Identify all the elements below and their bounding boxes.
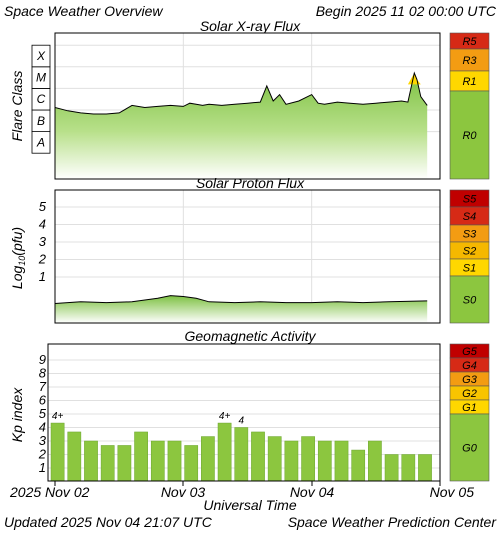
figure-title: Space Weather Overview <box>4 3 163 19</box>
proton-scale-label: S1 <box>463 263 476 275</box>
time-axis-label: Universal Time <box>203 497 296 513</box>
kp-bar <box>317 440 332 482</box>
kp-bar <box>150 440 165 482</box>
kp-tick-label: 8 <box>39 366 47 381</box>
kp-scale-label: G3 <box>462 374 478 386</box>
kp-title: Geomagnetic Activity <box>185 328 317 344</box>
proton-title: Solar Proton Flux <box>196 175 305 191</box>
kp-bar <box>201 436 215 482</box>
kp-scale-label: G5 <box>462 346 478 358</box>
proton-tick-label: 5 <box>39 199 47 214</box>
kp-bar <box>67 431 82 482</box>
time-tick-label: Nov 05 <box>430 484 475 500</box>
kp-tick-label: 1 <box>39 460 46 475</box>
xray-class-label: X <box>36 49 46 63</box>
kp-bar <box>184 445 199 482</box>
xray-flux-line <box>55 71 428 115</box>
proton-scale-box <box>449 275 490 324</box>
kp-bar <box>418 454 432 482</box>
proton-scale-label: S3 <box>463 229 477 241</box>
kp-bar <box>401 454 416 482</box>
proton-tick-label: 3 <box>39 234 47 249</box>
xray-scale-box <box>449 90 490 180</box>
xray-scale-label: R0 <box>462 130 477 142</box>
xray-scale-label: R3 <box>462 55 477 67</box>
kp-tick-label: 4 <box>39 420 46 435</box>
kp-tick-label: 3 <box>39 433 47 448</box>
proton-flux-line <box>55 295 428 304</box>
kp-tick-label: 7 <box>39 379 47 394</box>
kp-geomagnetic-scale: G5 G4 G3 G2 G1 G0 <box>449 343 490 482</box>
proton-tick-label: 2 <box>38 252 47 267</box>
proton-tick-label: 4 <box>39 217 46 232</box>
proton-scale-label: S5 <box>463 194 477 206</box>
proton-ticks: 1 2 3 4 5 <box>38 199 47 284</box>
kp-bar <box>117 445 132 482</box>
xray-class-box <box>31 44 51 68</box>
proton-solar-radiation-scale: S5 S4 S3 S2 S1 S0 <box>449 189 490 324</box>
time-tick-label: Nov 04 <box>290 484 335 500</box>
xray-flux-fill <box>55 73 428 179</box>
kp-tick-label: 5 <box>39 406 47 421</box>
kp-bar-labels: 4+ 4+ 4 <box>52 411 245 426</box>
kp-tick-label: 2 <box>38 447 47 462</box>
proton-plot-area <box>55 190 440 323</box>
xray-class-label: B <box>37 114 45 128</box>
xray-radio-scale: R5 R3 R1 R0 <box>449 32 490 180</box>
kp-bar <box>267 436 282 482</box>
kp-bar <box>251 431 265 482</box>
kp-bar <box>167 440 182 482</box>
proton-scale-label: S2 <box>463 246 476 258</box>
kp-scale-box <box>449 413 490 482</box>
kp-frame <box>47 343 441 482</box>
kp-bar <box>301 436 315 482</box>
kp-bar <box>100 445 115 482</box>
xray-class-label: M <box>36 71 46 85</box>
kp-scale-label: G1 <box>462 402 477 414</box>
kp-bar <box>368 440 382 482</box>
proton-ylabel: Log10(pfu) <box>9 227 27 289</box>
kp-bar <box>84 440 98 482</box>
xray-scale-label: R1 <box>462 76 476 88</box>
kp-bar <box>134 431 148 482</box>
time-axis-ticks: 2025 Nov 02 Nov 03 Nov 04 Nov 05 <box>9 481 474 500</box>
begin-time: Begin 2025 11 02 00:00 UTC <box>316 3 497 19</box>
kp-scale-label: G2 <box>462 388 477 400</box>
proton-frame <box>54 189 441 324</box>
time-tick-label: Nov 03 <box>161 484 206 500</box>
time-tick-label: 2025 Nov 02 <box>9 484 90 500</box>
kp-bar-label: 4 <box>239 416 245 427</box>
proton-scale-label: S0 <box>463 295 477 307</box>
proton-scale-label: S4 <box>463 211 476 223</box>
xray-class-label: C <box>37 92 46 106</box>
kp-scale-label: G4 <box>462 360 477 372</box>
xray-scale-label: R5 <box>462 36 477 48</box>
kp-bar-label: 4+ <box>219 411 231 422</box>
kp-bar <box>217 422 232 482</box>
kp-bar <box>284 440 299 482</box>
updated-time: Updated 2025 Nov 04 21:07 UTC <box>4 514 213 530</box>
kp-bar <box>50 422 65 482</box>
kp-ylabel: Kp index <box>9 387 25 442</box>
source-credit: Space Weather Prediction Center <box>288 514 498 530</box>
kp-tick-label: 9 <box>39 352 46 367</box>
xray-frame <box>54 32 441 180</box>
xray-title: Solar X-ray Flux <box>200 18 301 34</box>
proton-flux-fill <box>55 295 428 323</box>
kp-scale-label: G0 <box>462 443 478 455</box>
proton-tick-label: 1 <box>39 269 46 284</box>
kp-bar <box>351 449 366 482</box>
kp-bar <box>334 440 349 482</box>
xray-class-label: A <box>36 135 45 149</box>
kp-bar <box>234 427 249 482</box>
kp-tick-label: 6 <box>39 393 47 408</box>
kp-bar <box>384 454 399 482</box>
kp-bar-label: 4+ <box>52 411 64 422</box>
xray-ylabel: Flare Class <box>9 71 25 142</box>
